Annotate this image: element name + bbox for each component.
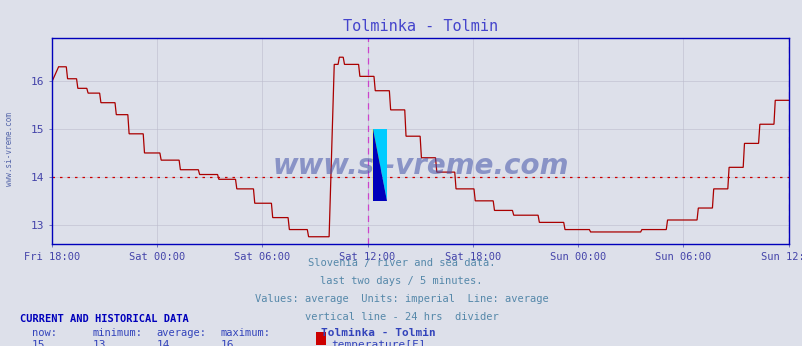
Text: temperature[F]: temperature[F] [331, 340, 426, 346]
Polygon shape [372, 129, 387, 201]
Text: Tolminka - Tolmin: Tolminka - Tolmin [321, 328, 435, 338]
Polygon shape [372, 129, 387, 201]
Text: 13: 13 [92, 340, 106, 346]
Text: minimum:: minimum: [92, 328, 142, 338]
Text: last two days / 5 minutes.: last two days / 5 minutes. [320, 276, 482, 286]
Text: Slovenia / river and sea data.: Slovenia / river and sea data. [307, 258, 495, 268]
Text: Values: average  Units: imperial  Line: average: Values: average Units: imperial Line: av… [254, 294, 548, 304]
Text: CURRENT AND HISTORICAL DATA: CURRENT AND HISTORICAL DATA [20, 314, 188, 324]
Text: 14: 14 [156, 340, 170, 346]
Text: 16: 16 [221, 340, 234, 346]
Polygon shape [372, 129, 387, 201]
Text: average:: average: [156, 328, 206, 338]
Title: Tolminka - Tolmin: Tolminka - Tolmin [342, 19, 498, 34]
Text: vertical line - 24 hrs  divider: vertical line - 24 hrs divider [304, 312, 498, 322]
Text: 15: 15 [32, 340, 46, 346]
Text: www.si-vreme.com: www.si-vreme.com [5, 112, 14, 186]
Text: www.si-vreme.com: www.si-vreme.com [272, 152, 569, 180]
Text: now:: now: [32, 328, 57, 338]
Text: maximum:: maximum: [221, 328, 270, 338]
